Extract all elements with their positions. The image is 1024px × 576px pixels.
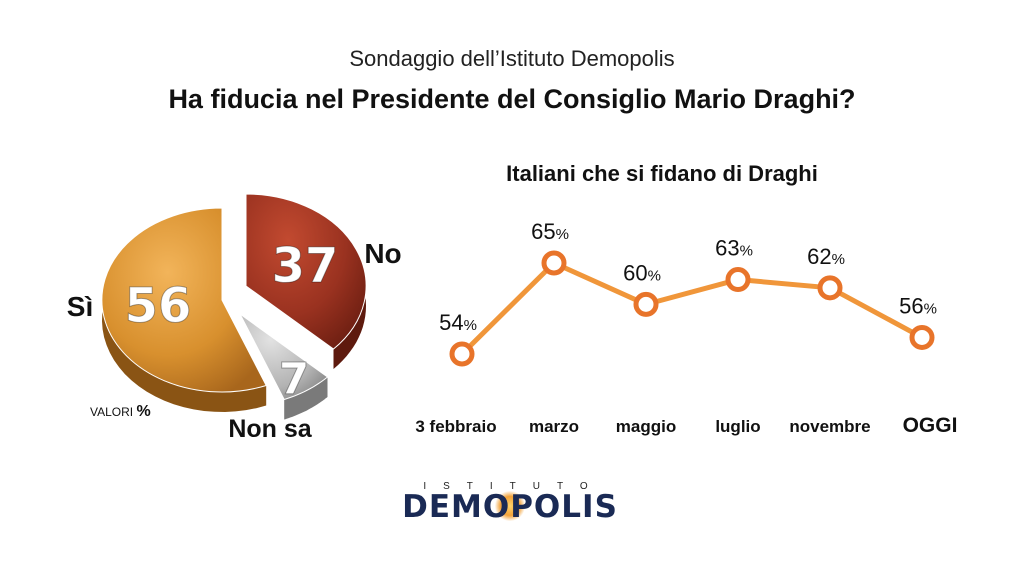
pie-slice-top (239, 313, 329, 401)
page-title: Ha fiducia nel Presidente del Consiglio … (168, 84, 856, 114)
line-point (817, 275, 843, 301)
line-category-label: marzo (529, 417, 579, 436)
pie-category-label: Non sa (228, 415, 312, 443)
line-value-label: 65% (531, 219, 569, 244)
pie-note: VALORI % (90, 403, 151, 420)
pie-value-label: 56 (125, 278, 192, 334)
line-series (460, 260, 924, 356)
line-chart: 54% 65% 60% 63% 62% 56% 3 febbraio marzo maggio l… (415, 219, 957, 437)
pie-value-label: 7 (279, 354, 310, 405)
demopolis-logo: ISTITUTO DEMOPOLIS (390, 481, 630, 525)
line-chart-title: Italiani che si fidano di Draghi (506, 161, 818, 186)
line-category-label: novembre (789, 417, 870, 436)
line-value-label: 60% (623, 260, 661, 285)
pie-category-label: Sì (67, 291, 93, 322)
line-point (633, 291, 659, 317)
logo-glow-icon (495, 491, 525, 521)
logo-main-text: DEMOPOLIS (402, 489, 618, 525)
line-category-label: OGGI (903, 414, 958, 437)
line-point (909, 324, 935, 350)
pie-category-label: No (364, 238, 401, 269)
pie-slice-side (102, 208, 267, 412)
pie-slice-0 (101, 207, 267, 412)
pie-chart: 56 37 7 Sì No Non sa VALORI % (67, 193, 402, 443)
pie-slice-1 (245, 193, 367, 369)
pie-slice-top (245, 193, 367, 350)
line-category-label: luglio (715, 417, 760, 436)
subtitle: Sondaggio dell’Istituto Demopolis (349, 46, 675, 71)
pie-slice-top (101, 207, 267, 393)
pie-slice-side (284, 377, 328, 420)
line-point (725, 267, 751, 293)
line-point (449, 341, 475, 367)
line-value-label: 63% (715, 236, 753, 261)
line-category-label: maggio (616, 417, 676, 436)
pie-slice-2 (239, 313, 329, 420)
line-category-label: 3 febbraio (415, 417, 496, 436)
line-value-label: 54% (439, 310, 477, 335)
logo-top-text: ISTITUTO (423, 481, 605, 492)
line-value-label: 56% (899, 293, 937, 318)
line-value-label: 62% (807, 244, 845, 269)
pie-value-label: 37 (272, 238, 339, 294)
line-point (541, 250, 567, 276)
